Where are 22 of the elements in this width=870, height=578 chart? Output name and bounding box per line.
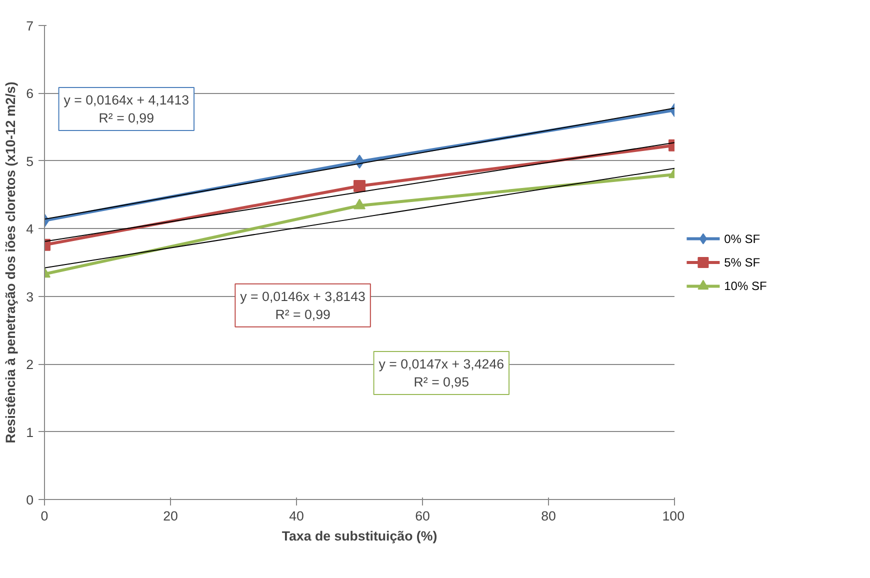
legend-label: 0% SF	[724, 232, 760, 246]
x-tick-label: 0	[40, 508, 48, 524]
y-tick-label: 5	[26, 154, 34, 169]
y-tick-label: 4	[26, 222, 34, 237]
annotation: y = 0,0164x + 4,1413 R² = 0,99	[64, 92, 190, 126]
annotation: y = 0,0147x + 3,4246 R² = 0,95	[378, 356, 504, 390]
x-tick-label: 20	[163, 508, 178, 524]
y-axis-title: Resistência à penetração dos iões cloretos (x10-12 m2/s)	[3, 82, 18, 444]
x-axis-title: Taxa de substituição (%)	[282, 528, 438, 544]
x-tick-label: 40	[289, 508, 304, 524]
y-tick-label: 7	[26, 18, 34, 34]
x-tick-label: 80	[541, 508, 556, 524]
x-tick-label: 100	[662, 508, 685, 524]
y-tick-label: 6	[26, 86, 34, 102]
y-tick-label: 2	[26, 357, 34, 372]
y-tick-label: 3	[26, 289, 34, 304]
y-tick-label: 0	[26, 492, 34, 508]
x-tick-label: 60	[415, 508, 430, 524]
legend-label: 10% SF	[724, 279, 767, 294]
legend-label: 5% SF	[724, 256, 760, 270]
annotation: y = 0,0146x + 3,8143 R² = 0,99	[240, 288, 366, 322]
y-tick-label: 1	[26, 424, 34, 440]
